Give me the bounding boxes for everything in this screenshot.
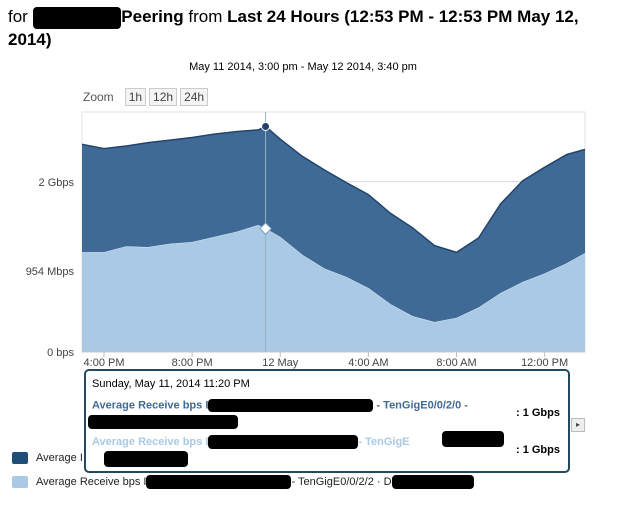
hover-tooltip: Sunday, May 11, 2014 11:20 PM Average Re…	[84, 369, 570, 473]
legend-item-1-label: Average I	[36, 452, 83, 464]
zoom-toolbar: Zoom 1h 12h 24h	[83, 88, 209, 106]
zoom-24h-button[interactable]: 24h	[180, 88, 209, 106]
legend-item-2-suffix: - TenGigE0/0/2/2 · D	[291, 476, 392, 488]
redaction-block	[208, 435, 359, 449]
tooltip-row-2-suffix: - TenGigE	[358, 435, 410, 448]
tooltip-row-2: Average Receive bps I - TenGigE	[92, 435, 410, 449]
redaction-block	[208, 399, 374, 412]
redaction-block	[104, 451, 188, 467]
title-range: Last 24 Hours (12:53 PM - 12:53 PM May 1…	[8, 7, 579, 49]
redaction-block	[442, 431, 504, 447]
tooltip-date: Sunday, May 11, 2014 11:20 PM	[92, 378, 250, 390]
redaction-block	[88, 415, 238, 429]
x-tick-label: 12 May	[262, 357, 299, 369]
zoom-12h-button[interactable]: 12h	[149, 88, 178, 106]
x-tick-label: 4:00 PM	[84, 357, 125, 369]
title-mid: Peering	[121, 7, 184, 26]
chart-title: for I Peering from Last 24 Hours (12:53 P…	[8, 6, 608, 50]
series-2-area	[82, 126, 585, 323]
redaction-block	[33, 6, 122, 29]
hover-marker-series-2	[261, 121, 271, 131]
y-tick-label: 2 Gbps	[39, 177, 75, 189]
tooltip-row-1-value: : 1 Gbps	[515, 407, 560, 419]
tooltip-row-2-label: Average Receive bps I	[92, 435, 209, 448]
x-tick-label: 8:00 AM	[436, 357, 476, 369]
tooltip-row-1-suffix: - TenGigE0/0/2/0 -	[373, 399, 468, 412]
x-tick-label: 8:00 PM	[172, 357, 213, 369]
y-tick-label: 0 bps	[47, 347, 74, 359]
legend-item-2[interactable]: Average Receive bps I - TenGigE0/0/2/2 ·…	[12, 475, 474, 489]
title-from: from	[183, 7, 228, 26]
tooltip-row-1: Average Receive bps I - TenGigE0/0/2/0 -	[92, 399, 468, 412]
series-1-line	[82, 224, 586, 323]
x-tick-label: 4:00 AM	[348, 357, 388, 369]
legend-item-1[interactable]: Average I	[12, 452, 83, 464]
zoom-label: Zoom	[83, 90, 114, 104]
zoom-1h-button[interactable]: 1h	[124, 88, 147, 106]
y-tick-label: 954 Mbps	[26, 266, 75, 278]
redaction-block	[146, 475, 292, 489]
redaction-block	[391, 475, 474, 489]
legend-swatch-light	[12, 476, 28, 488]
x-tick-label: 12:00 PM	[521, 357, 568, 369]
series-1-area	[82, 225, 585, 352]
tooltip-row-1-label: Average Receive bps I	[92, 399, 209, 412]
legend-swatch-dark	[12, 452, 28, 464]
legend-item-2-label: Average Receive bps I	[36, 476, 147, 488]
tooltip-row-2-value: : 1 Gbps	[515, 444, 560, 456]
hover-marker-series-1	[259, 222, 272, 235]
title-prefix: for I	[8, 7, 38, 26]
series-2-line	[81, 125, 586, 254]
scroll-right-button[interactable]: ▸	[571, 418, 585, 432]
chart-subtitle: May 11 2014, 3:00 pm - May 12 2014, 3:40…	[189, 61, 417, 73]
